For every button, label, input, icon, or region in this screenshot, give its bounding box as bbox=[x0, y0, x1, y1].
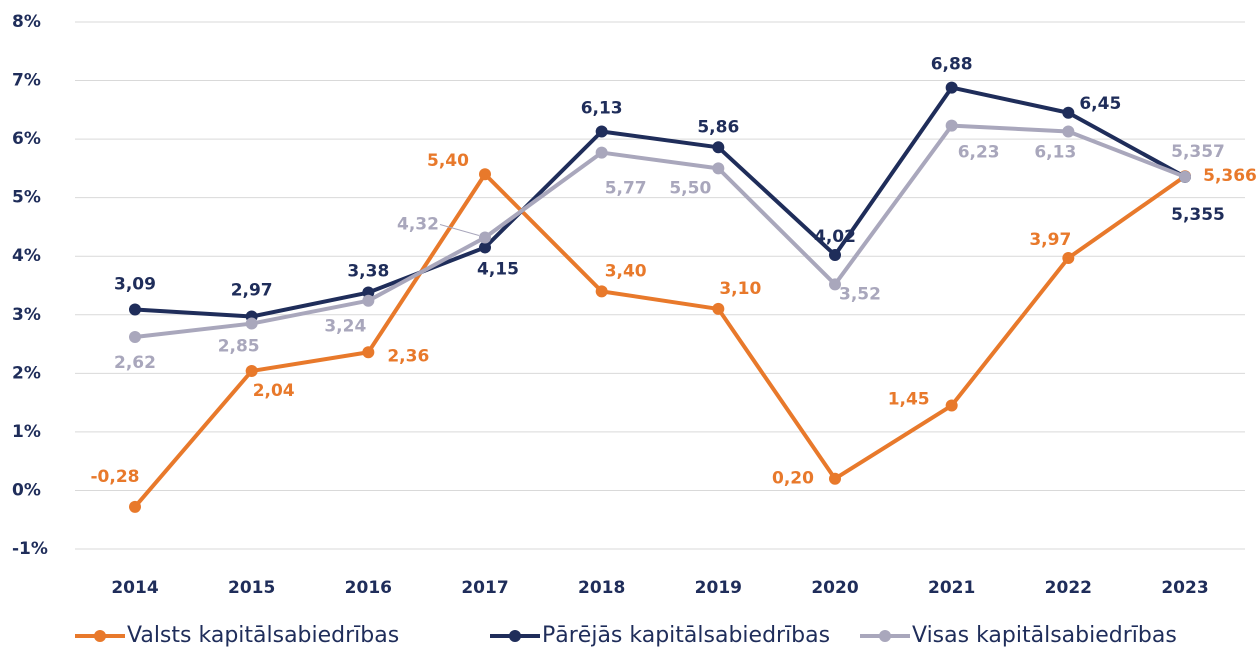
data-label: 4,15 bbox=[477, 259, 519, 279]
legend-marker bbox=[94, 630, 106, 642]
point bbox=[129, 303, 141, 316]
point bbox=[362, 294, 375, 307]
point bbox=[479, 231, 491, 244]
y-tick-label: 8% bbox=[12, 12, 41, 32]
data-label: 2,04 bbox=[253, 381, 295, 401]
data-label: 4,02 bbox=[814, 227, 856, 247]
series-line bbox=[134, 123, 1186, 340]
data-label: 2,62 bbox=[114, 353, 156, 373]
point bbox=[712, 162, 725, 175]
point bbox=[245, 364, 258, 377]
point bbox=[829, 472, 841, 485]
x-tick-label: 2021 bbox=[928, 578, 975, 598]
point bbox=[945, 81, 958, 94]
data-label: 4,32 bbox=[397, 214, 439, 234]
x-tick-label: 2018 bbox=[578, 578, 625, 598]
data-label: 5,77 bbox=[605, 179, 647, 199]
data-label: 3,24 bbox=[324, 317, 366, 337]
point bbox=[712, 302, 725, 315]
data-label: 6,45 bbox=[1079, 94, 1121, 114]
point bbox=[129, 500, 141, 513]
data-label: 2,85 bbox=[218, 337, 260, 357]
x-tick-label: 2017 bbox=[461, 578, 508, 598]
data-label: 2,97 bbox=[231, 281, 273, 301]
y-tick-label: 6% bbox=[12, 129, 41, 149]
data-label: 3,52 bbox=[839, 284, 881, 304]
point bbox=[945, 399, 958, 412]
data-label: 5,40 bbox=[427, 151, 469, 171]
point bbox=[1062, 106, 1075, 119]
x-tick-label: 2020 bbox=[811, 578, 858, 598]
x-tick-label: 2014 bbox=[111, 578, 158, 598]
x-tick-label: 2022 bbox=[1045, 578, 1092, 598]
x-tick-label: 2023 bbox=[1161, 578, 1208, 598]
legend-label: Pārējās kapitālsabiedrības bbox=[542, 623, 830, 648]
data-label: 0,20 bbox=[772, 469, 814, 489]
point bbox=[945, 119, 958, 132]
y-tick-label: -1% bbox=[12, 539, 48, 559]
point bbox=[479, 168, 491, 181]
x-tick-label: 2016 bbox=[345, 578, 392, 598]
point bbox=[245, 317, 258, 330]
data-label: 6,13 bbox=[1034, 142, 1076, 162]
point bbox=[595, 285, 608, 298]
data-label: 6,23 bbox=[958, 143, 1000, 163]
point bbox=[595, 125, 608, 138]
data-label: 6,13 bbox=[581, 98, 623, 118]
point bbox=[829, 249, 841, 262]
data-label: 3,97 bbox=[1029, 230, 1071, 250]
legend-marker bbox=[509, 630, 521, 642]
point bbox=[1062, 125, 1075, 138]
y-tick-label: 0% bbox=[12, 480, 41, 500]
y-tick-label: 5% bbox=[12, 188, 41, 208]
y-tick-label: 2% bbox=[12, 363, 41, 383]
point bbox=[1062, 251, 1075, 264]
data-label: 3,09 bbox=[114, 275, 156, 295]
point bbox=[1179, 170, 1191, 183]
y-tick-label: 3% bbox=[12, 305, 41, 325]
data-label: 2,36 bbox=[387, 346, 429, 366]
data-label: 5,366 bbox=[1203, 166, 1257, 186]
point bbox=[479, 241, 491, 254]
data-label: 6,88 bbox=[931, 55, 973, 75]
y-tick-label: 1% bbox=[12, 422, 41, 442]
point bbox=[362, 346, 375, 359]
series-line bbox=[133, 172, 1187, 509]
data-label: -0,28 bbox=[91, 467, 140, 487]
data-label: 5,357 bbox=[1171, 142, 1225, 162]
data-label: 3,10 bbox=[719, 279, 761, 299]
legend-label: Visas kapitālsabiedrības bbox=[912, 623, 1177, 648]
leader-line bbox=[439, 224, 480, 236]
legend-marker bbox=[879, 630, 891, 642]
y-tick-label: 4% bbox=[12, 246, 41, 266]
point bbox=[129, 331, 141, 344]
x-tick-label: 2019 bbox=[695, 578, 742, 598]
point bbox=[362, 286, 375, 299]
data-label: 5,355 bbox=[1171, 205, 1225, 225]
x-tick-label: 2015 bbox=[228, 578, 275, 598]
data-label: 3,40 bbox=[605, 261, 647, 281]
data-label: 1,45 bbox=[888, 390, 930, 410]
series-line bbox=[134, 85, 1186, 319]
point bbox=[595, 146, 608, 159]
point bbox=[712, 141, 725, 154]
point bbox=[829, 278, 841, 291]
data-label: 5,86 bbox=[697, 117, 739, 137]
data-label: 3,38 bbox=[347, 262, 389, 282]
y-tick-label: 7% bbox=[12, 71, 41, 91]
data-label: 5,50 bbox=[669, 178, 711, 198]
legend-label: Valsts kapitālsabiedrības bbox=[127, 623, 399, 648]
